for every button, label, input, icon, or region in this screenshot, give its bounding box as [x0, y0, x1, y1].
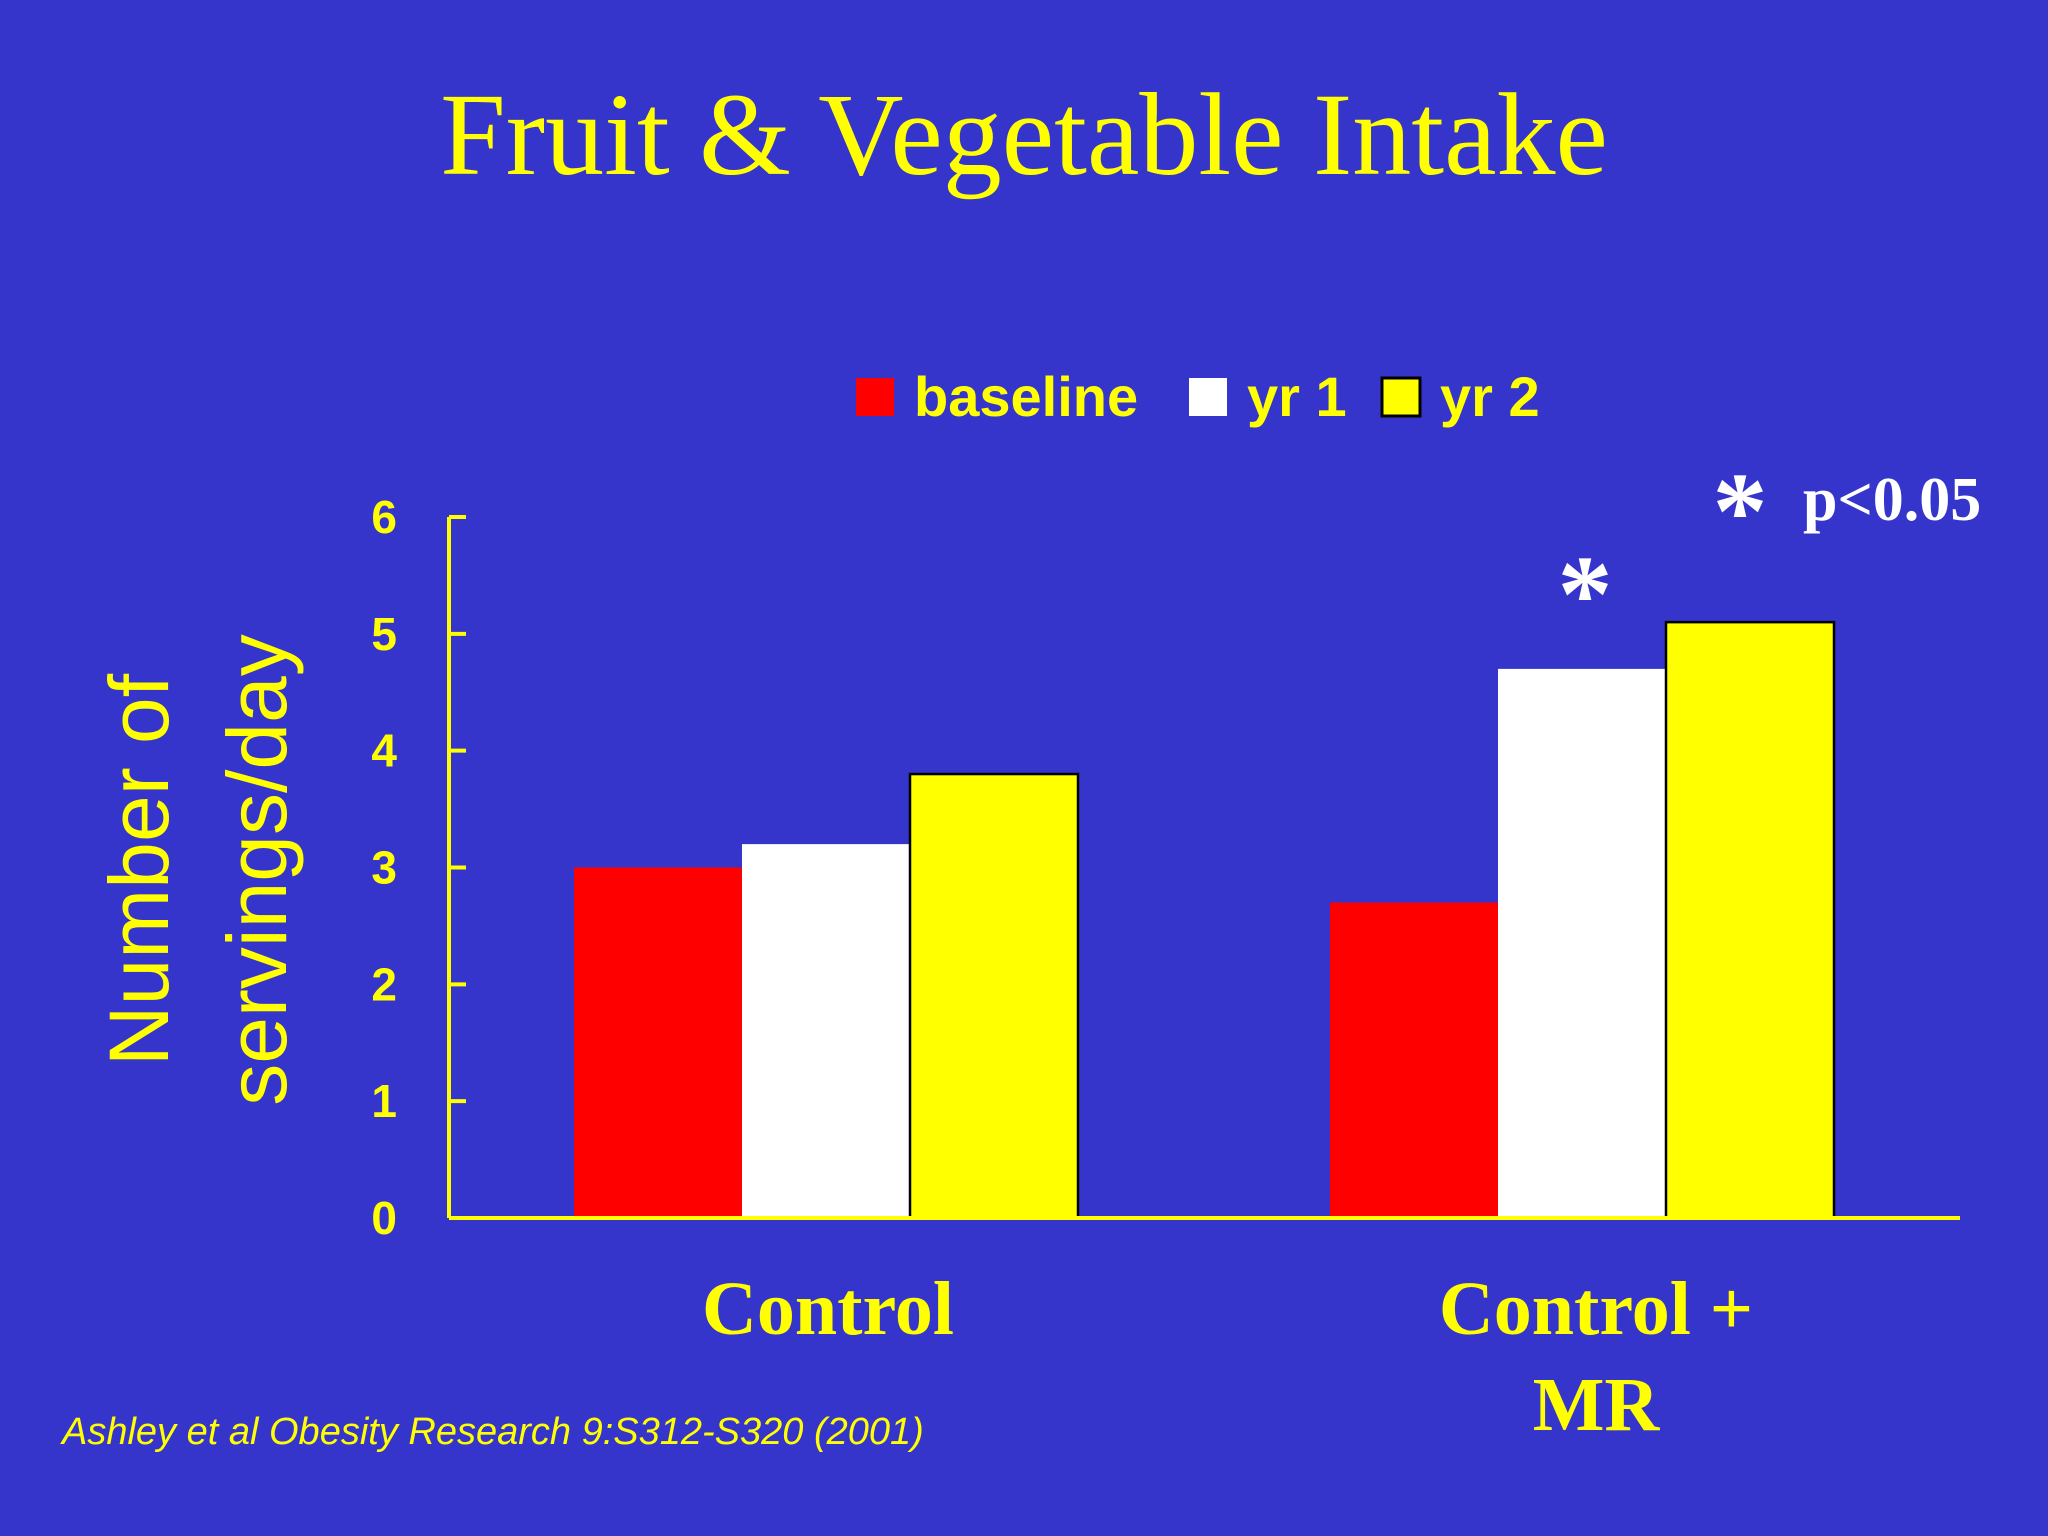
y-tick-label-5: 5	[371, 608, 397, 660]
y-tick-label-1: 1	[371, 1075, 397, 1127]
y-tick-label-6: 6	[371, 491, 397, 543]
y-tick-label-4: 4	[371, 725, 397, 777]
bar-yr-1-control	[742, 844, 910, 1218]
significance-note-asterisk: *	[1713, 450, 1768, 572]
citation: Ashley et al Obesity Research 9:S312-S32…	[62, 1411, 924, 1453]
legend-label-yr-2: yr 2	[1440, 365, 1540, 428]
y-tick-label-3: 3	[371, 842, 397, 894]
y-tick-label-2: 2	[371, 958, 397, 1010]
bar-baseline-control-mr	[1330, 902, 1498, 1218]
category-label-control-mr-line-2: MR	[1533, 1363, 1661, 1447]
category-label-control-mr: Control +	[1439, 1267, 1753, 1351]
y-tick-label-0: 0	[371, 1192, 397, 1244]
category-label-control: Control	[702, 1267, 954, 1351]
legend-swatch-yr-1	[1189, 378, 1227, 416]
significance-note: p<0.05	[1803, 466, 1981, 534]
bar-yr-1-control-mr	[1498, 668, 1666, 1218]
slide-title: Fruit & Vegetable Intake	[440, 69, 1608, 200]
bar-yr-2-control-mr	[1664, 620, 1836, 1220]
legend-swatch-yr-2	[1380, 376, 1422, 418]
legend-swatch-baseline	[856, 378, 894, 416]
y-axis-label: Number of	[92, 673, 186, 1066]
y-axis-label-line-2: servings/day	[210, 634, 304, 1106]
legend-label-yr-1: yr 1	[1247, 365, 1347, 428]
bar-yr-2-control	[908, 772, 1080, 1220]
significance-asterisk: *	[1558, 533, 1613, 655]
bar-baseline-control	[574, 867, 742, 1218]
legend-label-baseline: baseline	[914, 365, 1138, 428]
